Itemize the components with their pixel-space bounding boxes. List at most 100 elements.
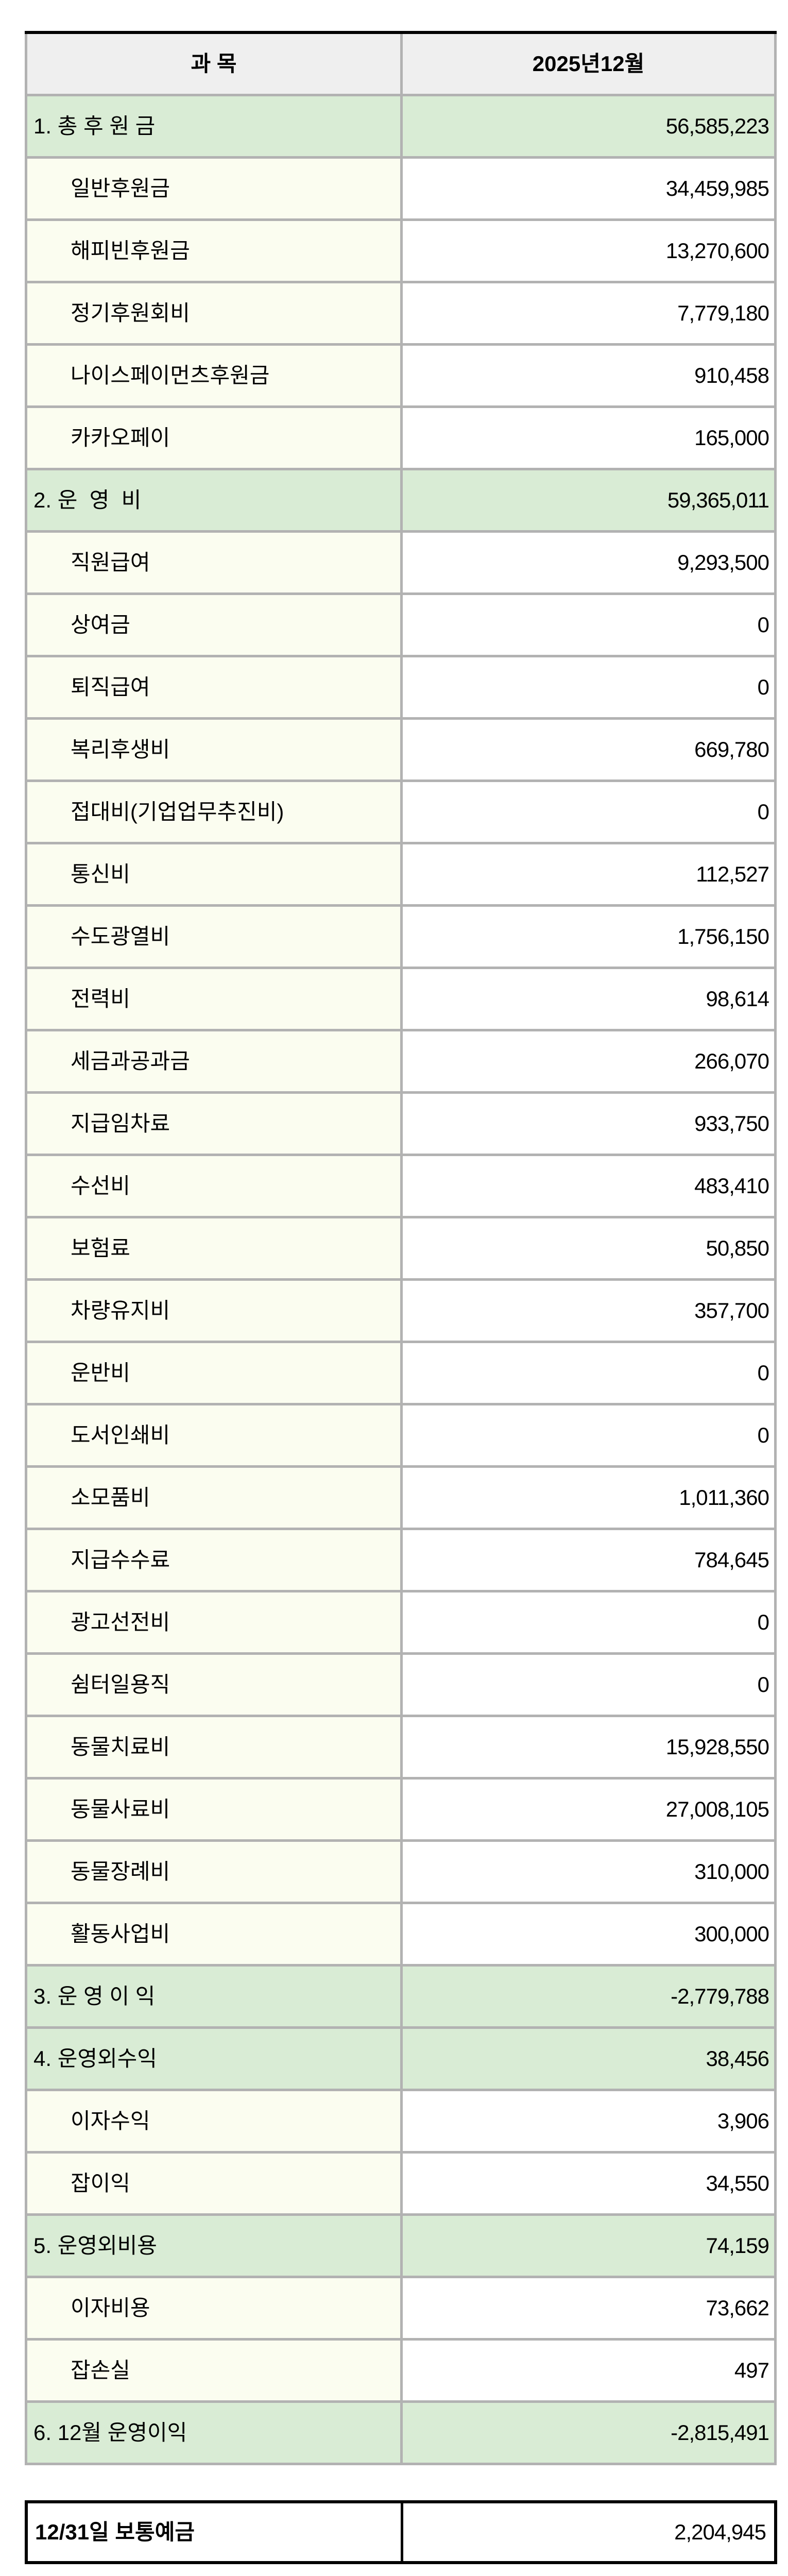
row-value-cell: 0 bbox=[400, 1589, 777, 1655]
row-value-cell: 56,585,223 bbox=[400, 93, 777, 159]
table-row: 지급수수료 784,645 bbox=[25, 1527, 777, 1592]
table-row: 잡손실 497 bbox=[25, 2337, 777, 2403]
table-row: 수선비 483,410 bbox=[25, 1153, 777, 1218]
row-label-cell: 보험료 bbox=[25, 1215, 403, 1281]
row-value-cell: 73,662 bbox=[400, 2275, 777, 2341]
row-value-cell: -2,779,788 bbox=[400, 1963, 777, 2029]
row-label-cell: 지급수수료 bbox=[25, 1527, 403, 1592]
table-row: 3. 운 영 이 익 -2,779,788 bbox=[25, 1963, 777, 2029]
row-value-cell: 34,459,985 bbox=[400, 156, 777, 221]
table-row: 전력비 98,614 bbox=[25, 966, 777, 1031]
row-label-cell: 소모품비 bbox=[25, 1465, 403, 1530]
row-value-cell: 300,000 bbox=[400, 1901, 777, 1967]
row-value-cell: 13,270,600 bbox=[400, 218, 777, 283]
row-value-cell: 1,756,150 bbox=[400, 904, 777, 969]
table-row: 수도광열비 1,756,150 bbox=[25, 904, 777, 969]
row-value-cell: 0 bbox=[400, 779, 777, 844]
row-label-cell: 퇴직급여 bbox=[25, 654, 403, 720]
row-label-cell: 직원급여 bbox=[25, 530, 403, 595]
table-row: 이자수익 3,906 bbox=[25, 2088, 777, 2154]
table-header-row: 과 목 2025년12월 bbox=[25, 31, 777, 96]
row-label-cell: 복리후생비 bbox=[25, 717, 403, 782]
row-value-cell: 1,011,360 bbox=[400, 1465, 777, 1530]
table-row: 4. 운영외수익 38,456 bbox=[25, 2026, 777, 2091]
table-row: 상여금 0 bbox=[25, 592, 777, 657]
row-label-cell: 동물사료비 bbox=[25, 1776, 403, 1842]
table-row: 복리후생비 669,780 bbox=[25, 717, 777, 782]
row-label-cell: 운반비 bbox=[25, 1340, 403, 1405]
row-value-cell: 357,700 bbox=[400, 1278, 777, 1343]
table-row: 12/31일 보통예금 2,204,945 bbox=[25, 2500, 777, 2564]
table-row: 광고선전비 0 bbox=[25, 1589, 777, 1655]
row-label-cell: 일반후원금 bbox=[25, 156, 403, 221]
row-value-cell: 310,000 bbox=[400, 1839, 777, 1904]
row-value-cell: 0 bbox=[400, 654, 777, 720]
row-label-cell: 정기후원회비 bbox=[25, 280, 403, 346]
row-label-cell: 통신비 bbox=[25, 841, 403, 907]
row-value-cell: 38,456 bbox=[400, 2026, 777, 2091]
row-label-cell: 이자비용 bbox=[25, 2275, 403, 2341]
table-row: 나이스페이먼츠후원금 910,458 bbox=[25, 343, 777, 408]
bank-deposit-table: 12/31일 보통예금 2,204,945 bbox=[25, 2500, 777, 2564]
row-label-cell: 카카오페이 bbox=[25, 405, 403, 470]
row-value-cell: 27,008,105 bbox=[400, 1776, 777, 1842]
table-row: 소모품비 1,011,360 bbox=[25, 1465, 777, 1530]
subject-column-header: 과 목 bbox=[25, 31, 403, 96]
table-row: 5. 운영외비용 74,159 bbox=[25, 2213, 777, 2278]
row-label-cell: 지급임차료 bbox=[25, 1091, 403, 1156]
table-row: 쉼터일용직 0 bbox=[25, 1652, 777, 1717]
deposit-value-cell: 2,204,945 bbox=[400, 2500, 777, 2564]
row-label-cell: 세금과공과금 bbox=[25, 1028, 403, 1094]
row-label-cell: 해피빈후원금 bbox=[25, 218, 403, 283]
row-label-cell: 6. 12월 운영이익 bbox=[25, 2400, 403, 2465]
row-label-cell: 잡손실 bbox=[25, 2337, 403, 2403]
row-value-cell: 669,780 bbox=[400, 717, 777, 782]
row-value-cell: 3,906 bbox=[400, 2088, 777, 2154]
table-row: 세금과공과금 266,070 bbox=[25, 1028, 777, 1094]
row-label-cell: 동물장례비 bbox=[25, 1839, 403, 1904]
row-label-cell: 접대비(기업업무추진비) bbox=[25, 779, 403, 844]
row-value-cell: 9,293,500 bbox=[400, 530, 777, 595]
row-label-cell: 쉼터일용직 bbox=[25, 1652, 403, 1717]
row-value-cell: 59,365,011 bbox=[400, 467, 777, 533]
row-label-cell: 수도광열비 bbox=[25, 904, 403, 969]
table-row: 해피빈후원금 13,270,600 bbox=[25, 218, 777, 283]
deposit-label-cell: 12/31일 보통예금 bbox=[25, 2500, 403, 2564]
table-row: 2. 운 영 비 59,365,011 bbox=[25, 467, 777, 533]
row-value-cell: 74,159 bbox=[400, 2213, 777, 2278]
row-label-cell: 이자수익 bbox=[25, 2088, 403, 2154]
row-value-cell: 483,410 bbox=[400, 1153, 777, 1218]
period-column-header: 2025년12월 bbox=[400, 31, 777, 96]
row-value-cell: 0 bbox=[400, 1402, 777, 1468]
table-row: 통신비 112,527 bbox=[25, 841, 777, 907]
table-row: 일반후원금 34,459,985 bbox=[25, 156, 777, 221]
table-row: 6. 12월 운영이익 -2,815,491 bbox=[25, 2400, 777, 2465]
row-value-cell: 34,550 bbox=[400, 2150, 777, 2216]
table-row: 잡이익 34,550 bbox=[25, 2150, 777, 2216]
table-row: 이자비용 73,662 bbox=[25, 2275, 777, 2341]
table-row: 직원급여 9,293,500 bbox=[25, 530, 777, 595]
row-value-cell: 784,645 bbox=[400, 1527, 777, 1592]
row-label-cell: 3. 운 영 이 익 bbox=[25, 1963, 403, 2029]
row-value-cell: -2,815,491 bbox=[400, 2400, 777, 2465]
table-row: 활동사업비 300,000 bbox=[25, 1901, 777, 1967]
row-value-cell: 112,527 bbox=[400, 841, 777, 907]
row-value-cell: 0 bbox=[400, 1340, 777, 1405]
table-row: 동물사료비 27,008,105 bbox=[25, 1776, 777, 1842]
row-label-cell: 수선비 bbox=[25, 1153, 403, 1218]
row-value-cell: 98,614 bbox=[400, 966, 777, 1031]
table-row: 1. 총 후 원 금 56,585,223 bbox=[25, 93, 777, 159]
row-label-cell: 4. 운영외수익 bbox=[25, 2026, 403, 2091]
row-label-cell: 1. 총 후 원 금 bbox=[25, 93, 403, 159]
row-label-cell: 도서인쇄비 bbox=[25, 1402, 403, 1468]
row-label-cell: 상여금 bbox=[25, 592, 403, 657]
table-row: 도서인쇄비 0 bbox=[25, 1402, 777, 1468]
row-value-cell: 933,750 bbox=[400, 1091, 777, 1156]
table-row: 지급임차료 933,750 bbox=[25, 1091, 777, 1156]
row-label-cell: 차량유지비 bbox=[25, 1278, 403, 1343]
row-value-cell: 165,000 bbox=[400, 405, 777, 470]
table-row: 동물장례비 310,000 bbox=[25, 1839, 777, 1904]
row-label-cell: 광고선전비 bbox=[25, 1589, 403, 1655]
table-row: 운반비 0 bbox=[25, 1340, 777, 1405]
